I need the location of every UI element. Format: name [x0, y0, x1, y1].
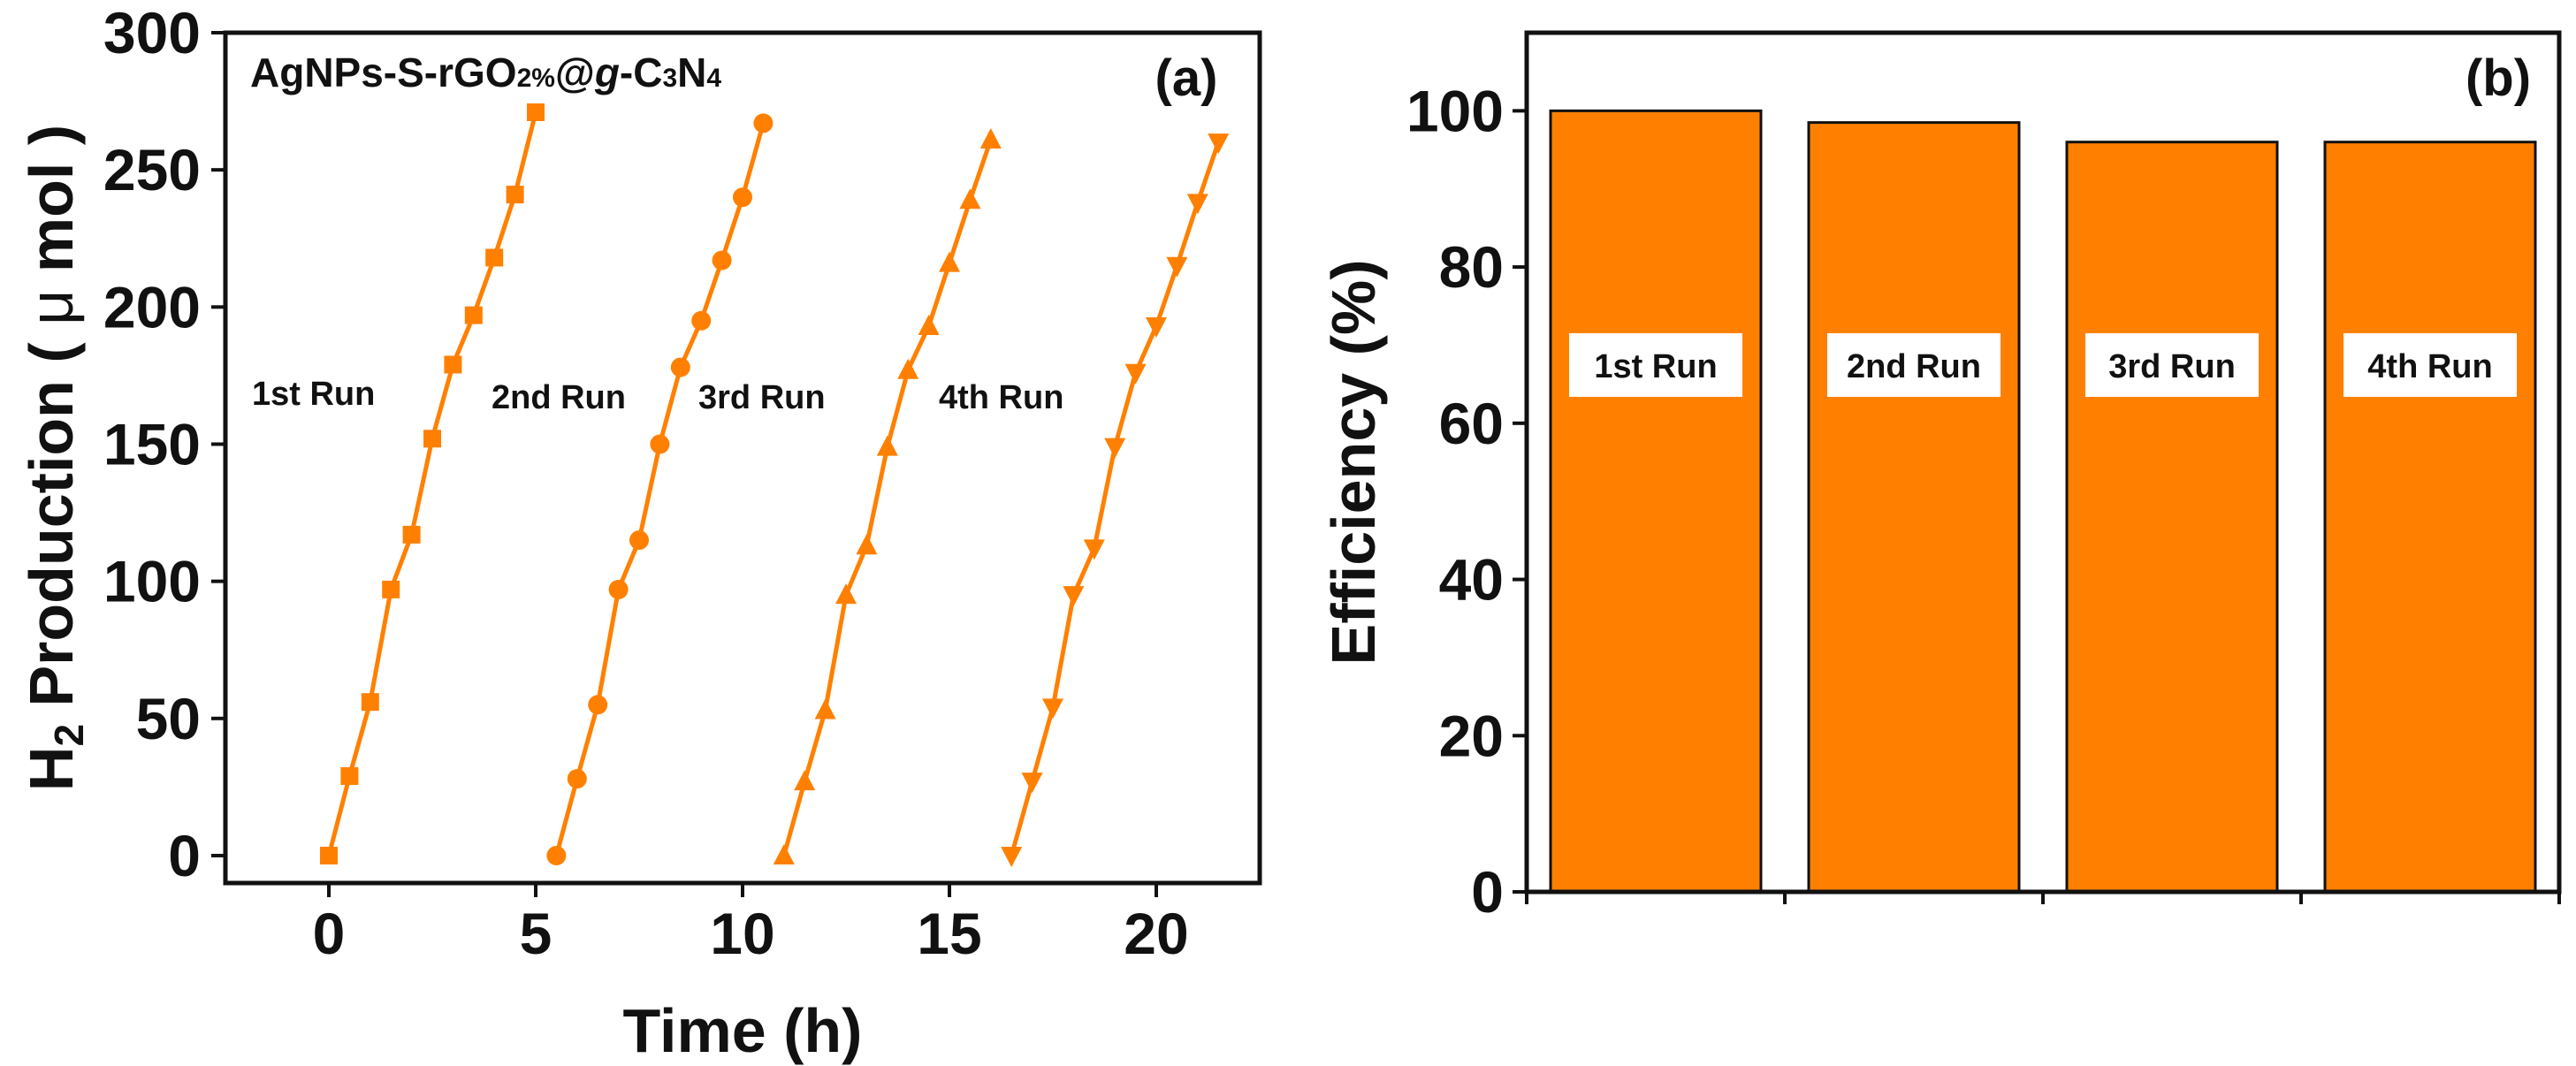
data-point-run-2 [567, 769, 587, 789]
panel-a-frame [223, 30, 1262, 886]
panel-b-ticks: 0 20 40 60 80 100 [1406, 78, 2561, 925]
panel-b-y-tick-label: 20 [1439, 703, 1504, 768]
data-point-run-3 [835, 583, 857, 605]
panel-a-series-lines [326, 111, 1221, 857]
panel-a-y-tick-label: 100 [103, 549, 201, 614]
bar-3 [2065, 141, 2279, 894]
data-point-run-3 [959, 188, 981, 209]
panel-a-sample-label: AgNPs-S-rGO2%@g-C3N4 [250, 49, 721, 95]
series-line-run-4 [1009, 141, 1221, 857]
panel-b-y-tick-label: 40 [1439, 547, 1504, 613]
panel-a-markers [320, 103, 1230, 867]
data-point-run-1 [320, 846, 338, 864]
panel-a-x-tick-label: 0 [313, 901, 346, 966]
data-point-run-3 [794, 770, 816, 791]
panel-a-x-tick-label: 10 [710, 901, 774, 966]
bar-label-box-1 [1569, 332, 1742, 397]
panel-b-bar-chart: 1st Run 2nd Run 3rd Run 4th Run 0 20 40 60 80 10… [1319, 30, 2562, 925]
data-point-run-4 [1042, 698, 1063, 720]
data-point-run-1 [527, 103, 545, 121]
data-point-run-4 [1021, 773, 1043, 794]
data-point-run-1 [340, 766, 359, 785]
data-point-run-3 [773, 843, 795, 864]
data-point-run-4 [1063, 586, 1085, 607]
panel-b-y-tick-label: 0 [1471, 859, 1504, 925]
bar-1 [1549, 109, 1763, 894]
data-point-run-2 [712, 250, 732, 270]
bar-4 [2323, 141, 2537, 894]
series-line-run-3 [781, 139, 994, 857]
data-point-run-4 [1083, 539, 1105, 560]
panel-a-run-label-3: 3rd Run [698, 379, 826, 416]
panel-a-y-tick-label: 0 [168, 823, 201, 888]
bar-label-1: 1st Run [1594, 348, 1717, 385]
data-point-run-4 [1166, 256, 1188, 278]
data-point-run-4 [1186, 194, 1208, 215]
bar-label-box-2 [1827, 332, 2001, 397]
data-point-run-1 [361, 693, 379, 712]
data-point-run-2 [733, 187, 752, 208]
series-line-run-2 [553, 122, 766, 857]
data-point-run-3 [939, 251, 960, 272]
data-point-run-1 [506, 186, 524, 204]
panel-a-y-axis-title: H2 Production ( μ mol ) [17, 125, 92, 791]
data-point-run-1 [464, 306, 483, 324]
panel-a-run-label-1: 1st Run [252, 376, 375, 413]
panel-a-x-tick-label: 5 [520, 901, 553, 966]
data-point-run-3 [979, 128, 1002, 149]
data-point-run-2 [546, 845, 567, 865]
data-point-run-4 [1124, 363, 1147, 385]
panel-a-tag: (a) [1155, 49, 1218, 107]
bar-label-2: 2nd Run [1847, 348, 1981, 385]
panel-b-frame [1524, 30, 2562, 895]
panel-a-y-tick-label: 150 [103, 411, 201, 476]
data-point-run-2 [588, 695, 608, 715]
bar-label-3: 3rd Run [2108, 348, 2236, 385]
data-point-run-2 [650, 434, 670, 454]
data-point-run-2 [629, 530, 649, 551]
panel-b-tag: (b) [2465, 49, 2531, 107]
data-point-run-4 [1104, 438, 1126, 459]
panel-a-x-tick-label: 20 [1124, 901, 1188, 966]
panel-a-y-tick-label: 300 [103, 0, 201, 65]
panel-a-y-tick-label: 200 [103, 274, 201, 339]
data-point-run-1 [423, 430, 441, 448]
data-point-run-2 [608, 579, 629, 599]
panel-a-y-tick-label: 250 [103, 137, 201, 202]
data-point-run-1 [444, 355, 462, 374]
data-point-run-3 [876, 435, 898, 456]
panel-a-y-tick-label: 50 [136, 686, 201, 751]
data-point-run-1 [402, 525, 421, 544]
data-point-run-1 [485, 248, 504, 267]
bar-label-4: 4th Run [2367, 348, 2492, 385]
data-point-run-3 [856, 534, 878, 555]
panel-b-y-tick-label: 100 [1406, 78, 1504, 143]
panel-b-y-tick-label: 60 [1439, 391, 1504, 456]
panel-a-x-axis-title: Time (h) [623, 996, 863, 1065]
panel-a-run-label-4: 4th Run [939, 379, 1063, 416]
data-point-run-4 [1146, 317, 1167, 339]
data-point-run-4 [1208, 133, 1230, 155]
bar-label-box-4 [2344, 332, 2517, 397]
panel-b-y-axis-title: Efficiency (%) [1319, 260, 1388, 666]
panel-a-run-label-2: 2nd Run [492, 379, 626, 416]
data-point-run-3 [918, 315, 940, 336]
series-line-run-1 [326, 111, 538, 857]
bar-2 [1807, 121, 2021, 894]
data-point-run-2 [670, 357, 690, 377]
data-point-run-1 [382, 580, 400, 598]
data-point-run-2 [691, 310, 712, 331]
data-point-run-2 [753, 113, 774, 133]
panel-b-y-tick-label: 80 [1439, 234, 1504, 300]
panel-b-bars: 1st Run 2nd Run 3rd Run 4th Run [1549, 109, 2537, 894]
bar-label-box-3 [2085, 332, 2259, 397]
data-point-run-3 [897, 358, 919, 379]
panel-a-x-tick-label: 15 [917, 901, 981, 966]
data-point-run-4 [1001, 846, 1023, 867]
data-point-run-3 [814, 698, 836, 720]
